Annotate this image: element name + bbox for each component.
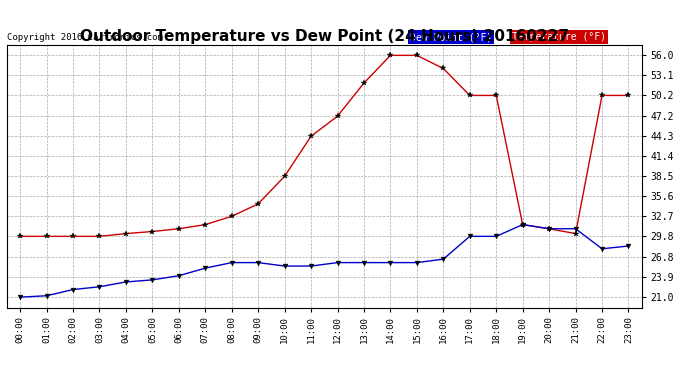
Text: Temperature (°F): Temperature (°F) (511, 32, 606, 42)
Text: Dew Point (°F): Dew Point (°F) (410, 32, 492, 42)
Text: Copyright 2016 Cartronics.com: Copyright 2016 Cartronics.com (7, 33, 163, 42)
Title: Outdoor Temperature vs Dew Point (24 Hours) 20160227: Outdoor Temperature vs Dew Point (24 Hou… (80, 29, 569, 44)
